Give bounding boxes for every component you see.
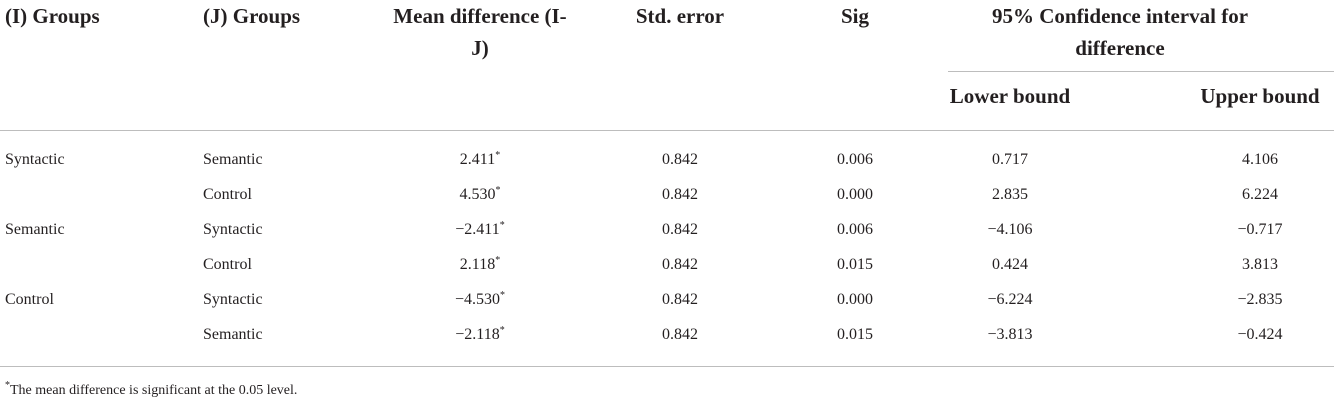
cell-lower-bound: −4.106 (987, 221, 1033, 238)
header-sig: Sig (840, 4, 869, 28)
cell-mean-difference: 2.118* (400, 255, 560, 275)
cell-sig: 0.006 (837, 151, 873, 168)
cell-j-group: Control (203, 186, 252, 203)
cell-mean-difference: −2.118* (400, 325, 560, 345)
significance-mark: * (499, 220, 505, 231)
mean-difference-value: −4.530 (454, 291, 501, 308)
header-j-group: (J) Groups (203, 4, 301, 28)
table-bottom-rule (0, 366, 1334, 367)
cell-lower-bound: −3.813 (987, 326, 1033, 343)
cell-std-error: 0.842 (662, 186, 698, 203)
cell-std-error: 0.842 (662, 326, 698, 343)
cell-j-group: Semantic (203, 326, 263, 343)
mean-difference-value: 2.118 (459, 256, 496, 273)
cell-lower-bound: −6.224 (987, 291, 1033, 308)
significance-mark: * (500, 290, 506, 301)
header-upper-bound: Upper bound (1200, 84, 1320, 108)
significance-mark: * (499, 325, 505, 336)
cell-j-group: Control (203, 256, 252, 273)
cell-lower-bound: 0.717 (992, 151, 1028, 168)
mean-difference-value: −2.118 (455, 326, 500, 343)
cell-j-group: Semantic (203, 151, 263, 168)
mean-difference-value: −2.411 (455, 221, 500, 238)
header-rule (948, 71, 1334, 72)
cell-upper-bound: 3.813 (1242, 256, 1278, 273)
footnote-mark: * (5, 380, 10, 391)
header-std-error: Std. error (635, 4, 725, 28)
cell-std-error: 0.842 (662, 221, 698, 238)
cell-i-group: Control (5, 291, 54, 308)
significance-mark: * (495, 150, 501, 161)
cell-upper-bound: 6.224 (1242, 186, 1278, 203)
significance-mark: * (495, 185, 501, 196)
mean-difference-value: 4.530 (459, 186, 496, 203)
cell-j-group: Syntactic (203, 291, 263, 308)
cell-std-error: 0.842 (662, 291, 698, 308)
cell-std-error: 0.842 (662, 151, 698, 168)
cell-sig: 0.006 (837, 221, 873, 238)
cell-upper-bound: −0.424 (1237, 326, 1283, 343)
cell-upper-bound: −2.835 (1237, 291, 1283, 308)
cell-sig: 0.000 (837, 291, 873, 308)
cell-upper-bound: −0.717 (1237, 221, 1283, 238)
cell-sig: 0.000 (837, 186, 873, 203)
cell-mean-difference: 2.411* (400, 150, 560, 170)
cell-lower-bound: 0.424 (992, 256, 1028, 273)
header-mean-difference: Mean difference (I-J) (393, 4, 567, 60)
cell-mean-difference: −4.530* (400, 290, 560, 310)
cell-i-group: Semantic (5, 221, 65, 238)
significance-mark: * (495, 255, 501, 266)
cell-i-group: Syntactic (5, 151, 65, 168)
footnote: *The mean difference is significant at t… (5, 381, 297, 401)
cell-upper-bound: 4.106 (1242, 151, 1278, 168)
footnote-text: The mean difference is significant at th… (10, 383, 298, 398)
header-bottom-rule (0, 130, 1334, 131)
cell-std-error: 0.842 (662, 256, 698, 273)
cell-mean-difference: 4.530* (400, 185, 560, 205)
cell-mean-difference: −2.411* (400, 220, 560, 240)
mean-difference-value: 2.411 (459, 151, 496, 168)
header-i-group: (I) Groups (5, 4, 100, 28)
cell-lower-bound: 2.835 (992, 186, 1028, 203)
cell-sig: 0.015 (837, 326, 873, 343)
cell-sig: 0.015 (837, 256, 873, 273)
header-confidence-interval: 95% Confidence interval for difference (991, 4, 1249, 60)
cell-j-group: Syntactic (203, 221, 263, 238)
header-lower-bound: Lower bound (949, 84, 1071, 108)
